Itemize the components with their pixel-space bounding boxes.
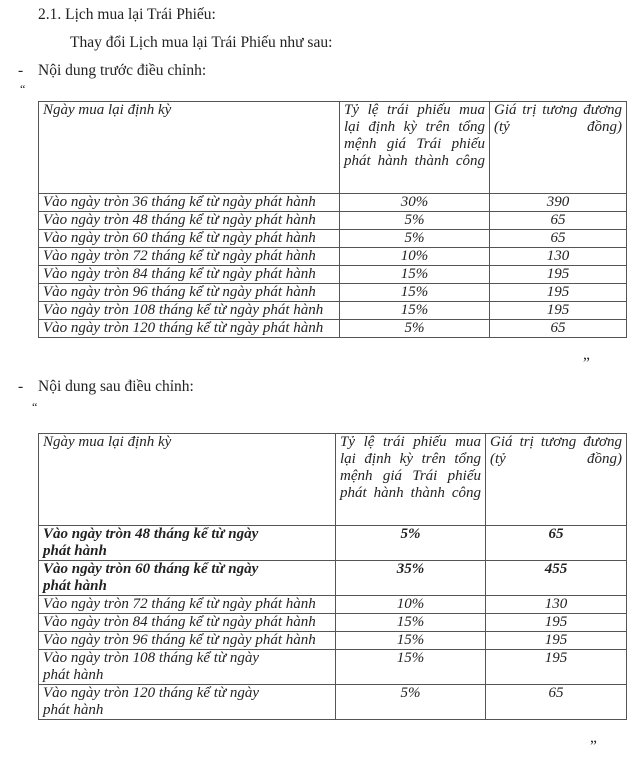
table-row: Vào ngày tròn 120 tháng kể từ ngày phát … [38,319,627,338]
table-row: Vào ngày tròn 96 tháng kể từ ngày phát h… [38,631,627,650]
cell-value: 65 [485,525,627,561]
cell-value: 130 [485,595,627,614]
cell-date: Vào ngày tròn 48 tháng kể từ ngày phát h… [38,525,336,561]
cell-date: Vào ngày tròn 84 tháng kể từ ngày phát h… [38,265,340,284]
cell-date: Vào ngày tròn 60 tháng kể từ ngày phát h… [38,560,336,596]
after-table: Ngày mua lại định kỳ Tỷ lệ trái phiếu mu… [38,433,627,720]
cell-value: 195 [489,265,627,284]
cell-value: 65 [489,229,627,248]
table-row: Vào ngày tròn 36 tháng kể từ ngày phát h… [38,193,627,212]
cell-value: 455 [485,560,627,596]
bullet-dash: - [18,62,24,79]
cell-value: 65 [485,684,627,720]
header-ratio: Tỷ lệ trái phiếu mua lại định kỳ trên tổ… [335,433,486,526]
cell-value: 195 [485,613,627,632]
bullet-dash: - [18,378,24,395]
cell-ratio: 10% [339,247,490,266]
table-row: Vào ngày tròn 84 tháng kể từ ngày phát h… [38,613,627,632]
cell-value: 65 [489,211,627,230]
before-close-quote: ” [583,355,590,372]
cell-ratio: 5% [339,319,490,338]
table-row: Vào ngày tròn 72 tháng kể từ ngày phát h… [38,247,627,266]
cell-ratio: 30% [339,193,490,212]
cell-date: Vào ngày tròn 72 tháng kể từ ngày phát h… [38,247,340,266]
cell-ratio: 15% [335,649,486,685]
cell-ratio: 5% [339,211,490,230]
table-row: Vào ngày tròn 60 tháng kể từ ngày phát h… [38,229,627,248]
cell-date: Vào ngày tròn 72 tháng kể từ ngày phát h… [38,595,336,614]
cell-ratio: 10% [335,595,486,614]
cell-ratio: 15% [335,613,486,632]
cell-value: 390 [489,193,627,212]
table-row: Vào ngày tròn 120 tháng kể từ ngày phát … [38,684,627,720]
cell-date: Vào ngày tròn 60 tháng kể từ ngày phát h… [38,229,340,248]
cell-date: Vào ngày tròn 84 tháng kể từ ngày phát h… [38,613,336,632]
table-row: Vào ngày tròn 108 tháng kể từ ngày phát … [38,649,627,685]
cell-date: Vào ngày tròn 120 tháng kể từ ngày phát … [38,684,336,720]
table-header-row: Ngày mua lại định kỳ Tỷ lệ trái phiếu mu… [38,433,627,526]
header-date: Ngày mua lại định kỳ [38,433,336,526]
cell-date: Vào ngày tròn 36 tháng kể từ ngày phát h… [38,193,340,212]
header-ratio: Tỷ lệ trái phiếu mua lại định kỳ trên tổ… [339,101,490,194]
cell-ratio: 15% [335,631,486,650]
cell-date: Vào ngày tròn 108 tháng kể từ ngày phát … [38,649,336,685]
table-row: Vào ngày tròn 60 tháng kể từ ngày phát h… [38,560,627,596]
cell-date: Vào ngày tròn 120 tháng kể từ ngày phát … [38,319,340,338]
cell-value: 195 [489,283,627,302]
section-title: 2.1. Lịch mua lại Trái Phiếu: [38,6,216,23]
header-value: Giá trị tương đương (tỷ đồng) [485,433,627,526]
table-header-row: Ngày mua lại định kỳ Tỷ lệ trái phiếu mu… [38,101,627,194]
before-open-quote: “ [20,82,26,96]
cell-ratio: 15% [339,283,490,302]
table-row: Vào ngày tròn 48 tháng kể từ ngày phát h… [38,525,627,561]
cell-value: 130 [489,247,627,266]
table-row: Vào ngày tròn 96 tháng kể từ ngày phát h… [38,283,627,302]
cell-ratio: 5% [335,525,486,561]
cell-date: Vào ngày tròn 96 tháng kể từ ngày phát h… [38,283,340,302]
cell-value: 195 [485,649,627,685]
cell-value: 195 [485,631,627,650]
header-value: Giá trị tương đương (tỷ đồng) [489,101,627,194]
after-close-quote: ” [590,738,597,755]
table-row: Vào ngày tròn 72 tháng kể từ ngày phát h… [38,595,627,614]
cell-ratio: 15% [339,301,490,320]
cell-date: Vào ngày tròn 96 tháng kể từ ngày phát h… [38,631,336,650]
before-table: Ngày mua lại định kỳ Tỷ lệ trái phiếu mu… [38,101,627,338]
cell-ratio: 15% [339,265,490,284]
cell-date: Vào ngày tròn 48 tháng kể từ ngày phát h… [38,211,340,230]
table-row: Vào ngày tròn 48 tháng kể từ ngày phát h… [38,211,627,230]
cell-value: 195 [489,301,627,320]
cell-date: Vào ngày tròn 108 tháng kể từ ngày phát … [38,301,340,320]
cell-ratio: 35% [335,560,486,596]
after-label: Nội dung sau điều chỉnh: [38,378,194,395]
intro-text: Thay đổi Lịch mua lại Trái Phiếu như sau… [70,34,333,51]
header-date: Ngày mua lại định kỳ [38,101,340,194]
before-label: Nội dung trước điều chỉnh: [38,62,207,79]
table-row: Vào ngày tròn 108 tháng kể từ ngày phát … [38,301,627,320]
cell-ratio: 5% [339,229,490,248]
cell-value: 65 [489,319,627,338]
after-open-quote: “ [32,400,38,414]
table-row: Vào ngày tròn 84 tháng kể từ ngày phát h… [38,265,627,284]
cell-ratio: 5% [335,684,486,720]
